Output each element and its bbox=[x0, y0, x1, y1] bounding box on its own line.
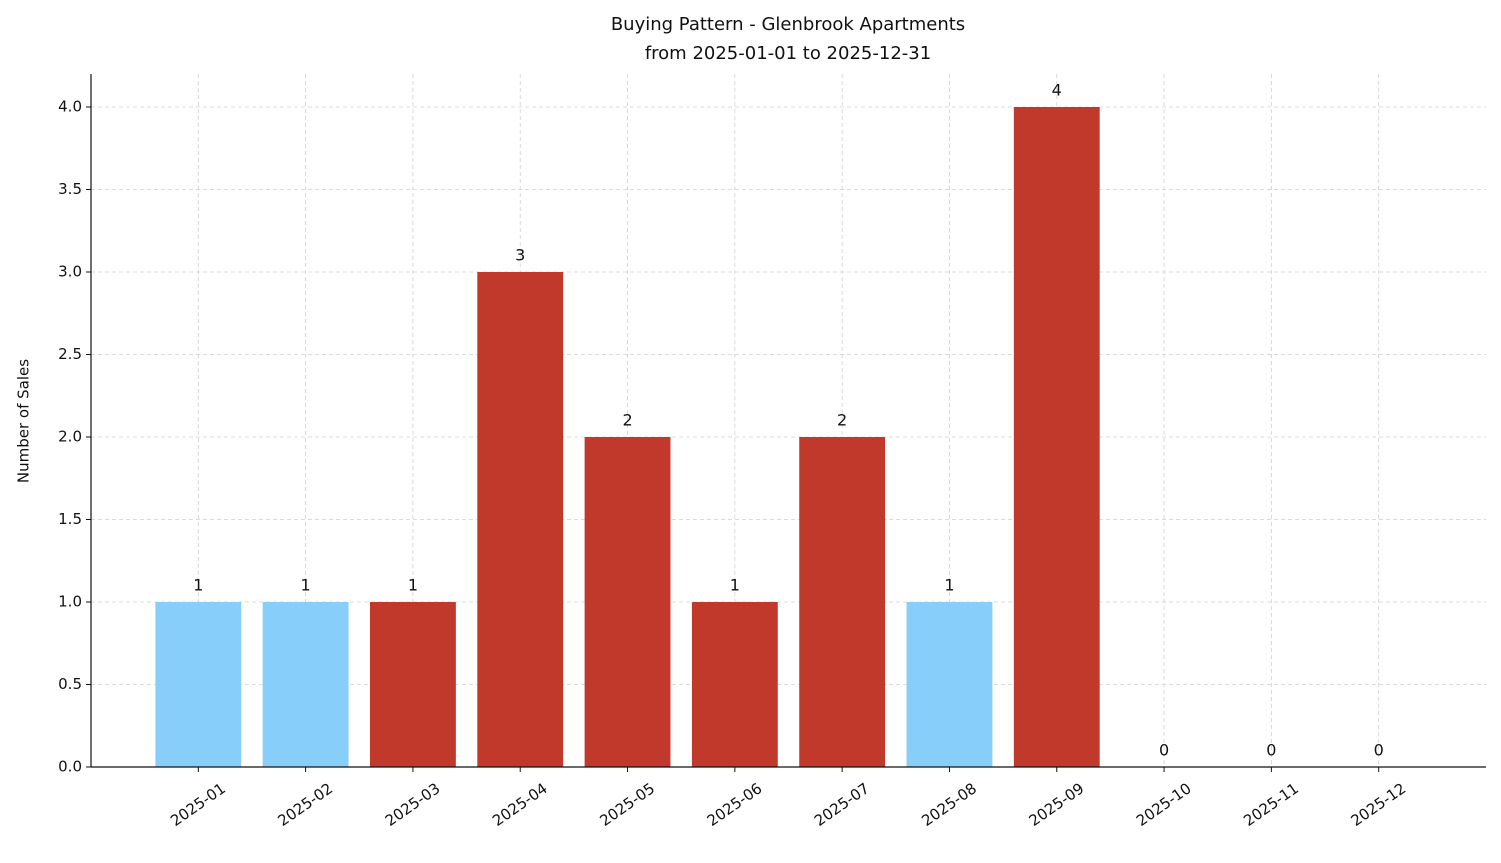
value-label: 2 bbox=[622, 411, 632, 430]
x-tick-label: 2025-05 bbox=[596, 779, 658, 830]
y-tick-label: 1.0 bbox=[58, 593, 82, 611]
bar bbox=[477, 272, 564, 767]
value-label: 2 bbox=[837, 411, 847, 430]
y-tick-label: 0.5 bbox=[58, 675, 82, 693]
value-label: 1 bbox=[408, 576, 418, 595]
bar bbox=[155, 602, 242, 767]
x-tick-label: 2025-04 bbox=[489, 779, 551, 830]
value-label: 0 bbox=[1266, 741, 1276, 760]
x-tick-label: 2025-12 bbox=[1348, 779, 1410, 830]
value-label: 1 bbox=[944, 576, 954, 595]
y-tick-label: 1.5 bbox=[58, 510, 82, 528]
value-label: 1 bbox=[193, 576, 203, 595]
x-tick-label: 2025-02 bbox=[274, 779, 336, 830]
bar bbox=[584, 437, 671, 767]
y-axis-label: Number of Sales bbox=[15, 359, 33, 483]
value-label: 0 bbox=[1374, 741, 1384, 760]
bar bbox=[1013, 107, 1100, 767]
y-tick-label: 0.0 bbox=[58, 758, 82, 776]
x-tick-label: 2025-10 bbox=[1133, 779, 1195, 830]
value-label: 1 bbox=[730, 576, 740, 595]
y-tick-label: 4.0 bbox=[58, 98, 82, 116]
y-tick-label: 2.5 bbox=[58, 345, 82, 363]
bar bbox=[906, 602, 993, 767]
value-label: 1 bbox=[301, 576, 311, 595]
x-tick-label: 2025-09 bbox=[1026, 779, 1088, 830]
bar bbox=[799, 437, 886, 767]
y-tick-label: 2.0 bbox=[58, 428, 82, 446]
bar bbox=[370, 602, 456, 767]
y-tick-label: 3.5 bbox=[58, 180, 82, 198]
value-label: 3 bbox=[515, 246, 525, 265]
y-tick-label: 3.0 bbox=[58, 263, 82, 281]
x-tick-label: 2025-08 bbox=[918, 779, 980, 830]
x-tick-label: 2025-07 bbox=[811, 779, 873, 830]
x-tick-label: 2025-06 bbox=[704, 779, 766, 830]
x-tick-label: 2025-01 bbox=[167, 779, 229, 830]
x-tick-label: 2025-03 bbox=[382, 779, 444, 830]
value-label: 4 bbox=[1052, 81, 1062, 100]
x-tick-label: 2025-11 bbox=[1240, 779, 1302, 830]
bar bbox=[691, 602, 778, 767]
chart-title: Buying Pattern - Glenbrook Apartments bbox=[611, 14, 965, 35]
chart-subtitle: from 2025-01-01 to 2025-12-31 bbox=[645, 43, 931, 64]
bar bbox=[262, 602, 349, 767]
value-label: 0 bbox=[1159, 741, 1169, 760]
